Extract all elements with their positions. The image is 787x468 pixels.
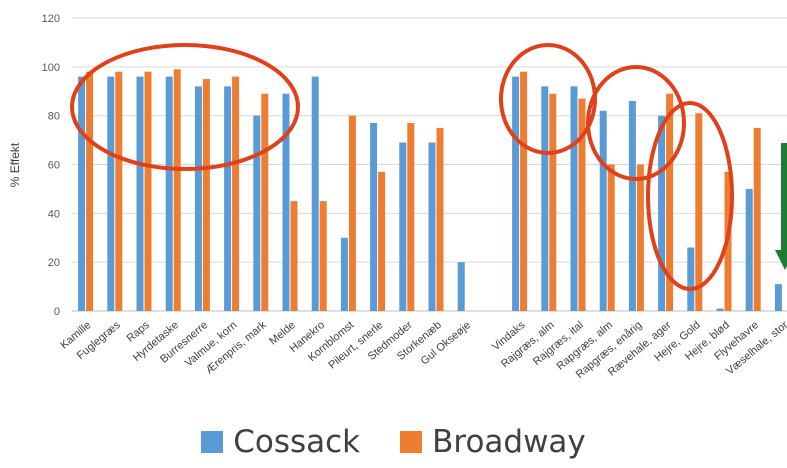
highlight-ellipse [646,101,734,291]
y-tick-label: 40 [48,208,60,220]
bar-cossack [570,86,578,311]
bar-broadway [666,93,674,311]
bar-broadway [636,164,644,311]
annotations [70,43,787,291]
y-tick-label: 80 [48,111,60,123]
bar-cossack [628,101,636,312]
bar-cossack [194,86,202,311]
y-axis-label: % Effekt [8,142,22,187]
bar-cossack [224,86,232,311]
bar-broadway [520,71,528,311]
bar-broadway [232,76,240,311]
bar-broadway [695,113,703,311]
legend-swatch-cossack [201,431,224,453]
legend: Cossack Broadway [0,424,787,460]
bar-cossack [658,115,666,312]
bar-broadway [549,93,557,311]
y-tick-label: 120 [42,13,60,25]
bar-broadway [173,69,181,312]
bar-cossack [253,115,261,312]
legend-item-broadway: Broadway [400,424,586,460]
bar-broadway [319,201,327,311]
y-axis-ticks: 0 20 40 60 80 100 120 [42,13,60,318]
bar-broadway [202,79,210,312]
bar-cossack [457,262,465,311]
bar-broadway [115,71,123,311]
bar-cossack [687,247,695,311]
bar-broadway [607,164,615,311]
legend-swatch-broadway [400,431,423,453]
bar-broadway [348,115,356,312]
bar-broadway [144,71,152,311]
bar-cossack [165,76,173,311]
legend-label-broadway: Broadway [432,424,586,460]
bar-cossack [370,122,378,311]
y-tick-label: 100 [42,62,60,74]
bar-cossack [512,76,520,311]
bar-cossack [541,86,549,311]
bar-broadway [407,122,415,311]
highlight-ellipse [499,43,597,155]
legend-item-cossack: Cossack [201,424,360,460]
bar-broadway [86,71,94,311]
bar-cossack [136,76,144,311]
y-tick-label: 0 [54,306,60,318]
bar-broadway [436,127,444,311]
bar-cossack [428,142,436,311]
bar-broadway [378,171,386,311]
legend-label-cossack: Cossack [233,424,361,460]
bar-cossack [107,76,115,311]
bar-cossack [78,76,86,311]
bar-cossack [745,188,753,311]
bar-cossack [774,284,782,311]
y-tick-label: 20 [48,257,60,269]
bar-cossack [311,76,319,311]
bar-broadway [261,93,269,311]
bar-cossack [599,110,607,312]
arrow-head [775,250,787,270]
arrow-shaft [781,143,787,250]
highlight-ellipse [586,65,686,181]
bar-cossack [340,237,348,311]
highlight-ellipse [70,43,300,171]
y-tick-label: 60 [48,160,60,172]
bar-broadway [753,127,761,311]
bar-broadway [578,98,586,311]
bar-cossack [716,308,724,311]
bar-broadway [290,201,298,311]
bar-cossack [399,142,407,311]
bar-cossack [282,93,290,311]
